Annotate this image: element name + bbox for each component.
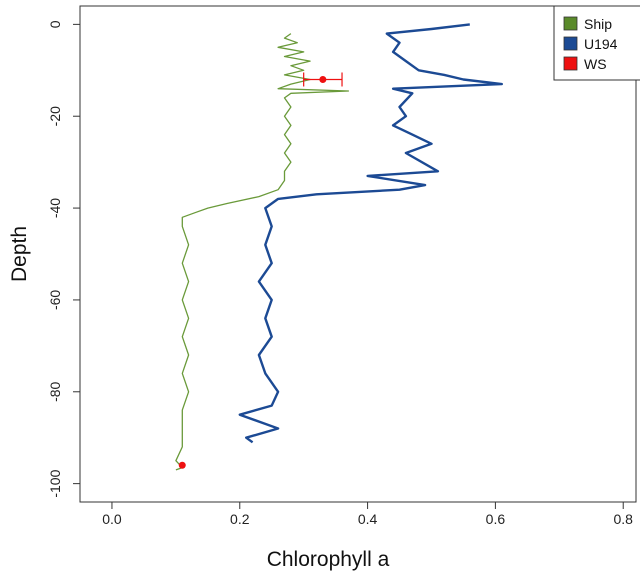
legend-label-ws: WS <box>584 56 607 72</box>
legend-swatch-u194 <box>563 36 578 51</box>
x-tick-label: 0.2 <box>230 511 250 527</box>
y-tick-label: -80 <box>47 381 63 401</box>
y-tick-label: 0 <box>47 20 63 28</box>
y-tick-label: -100 <box>47 469 63 497</box>
legend-swatch-ship <box>563 16 578 31</box>
ws-point <box>319 75 327 83</box>
x-axis-title: Chlorophyll a <box>267 548 390 571</box>
y-tick-label: -40 <box>47 198 63 218</box>
y-tick-label: -20 <box>47 106 63 126</box>
series-line-u194 <box>238 23 503 444</box>
legend-label-u194: U194 <box>584 36 618 52</box>
series-line-ship <box>175 33 350 471</box>
axes: 0.0 0.2 0.4 0.6 0.8 0 -20 -40 -60 -80 -100 <box>47 5 637 527</box>
ws-point <box>178 461 186 469</box>
x-tick-label: 0.0 <box>102 511 122 527</box>
ws-points <box>178 72 343 469</box>
legend: Ship U194 WS <box>553 5 640 81</box>
x-tick-label: 0.8 <box>613 511 633 527</box>
y-tick-label: -60 <box>47 290 63 310</box>
legend-swatch-ws <box>563 56 578 71</box>
legend-label-ship: Ship <box>584 16 612 32</box>
x-tick-label: 0.4 <box>358 511 378 527</box>
x-tick-label: 0.6 <box>486 511 506 527</box>
y-axis-title: Depth <box>8 226 31 282</box>
plot-frame <box>79 5 637 503</box>
series-layer <box>175 23 503 471</box>
